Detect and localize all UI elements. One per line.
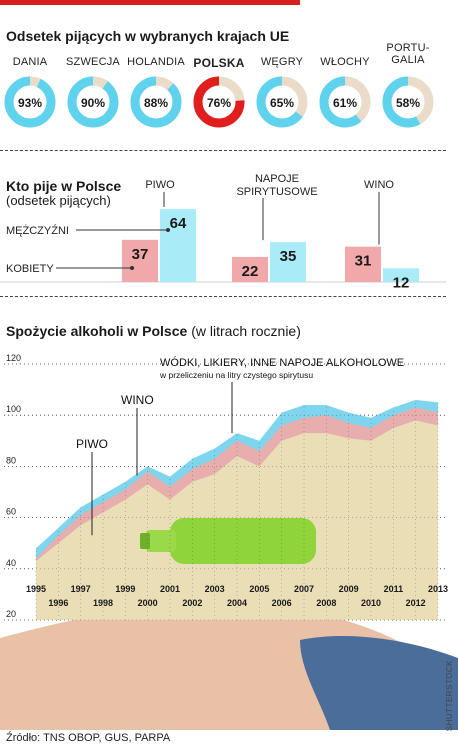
bar-value-label: 64 (170, 215, 187, 232)
country-label: PORTU- GALIA (386, 42, 430, 66)
x-tick-label: 1997 (71, 584, 91, 594)
bar-value-label: 12 (393, 274, 410, 291)
donut-chart: 61% (319, 76, 371, 128)
donut-slice (193, 76, 245, 128)
men-dot (166, 228, 170, 232)
bottle-neck (146, 530, 176, 552)
bar-women (345, 246, 381, 282)
section2-divider (0, 296, 446, 297)
x-tick-label: 1995 (26, 584, 46, 594)
donut-slice (256, 76, 308, 128)
y-tick-label: 100 (6, 404, 21, 414)
donut-value-label: 93% (18, 96, 42, 110)
section1-divider (0, 150, 446, 151)
bar-men (383, 268, 419, 282)
section2-title: Kto pije w Polsce (6, 178, 122, 194)
y-tick-label: 80 (6, 455, 16, 465)
beer-series-label: PIWO (76, 437, 108, 451)
donut-chart: 58% (382, 76, 434, 128)
section2-subtitle: (odsetek pijących) (6, 193, 111, 208)
x-tick-label: 1999 (115, 584, 135, 594)
donut-value-label: 90% (81, 96, 105, 110)
x-tick-label: 2007 (294, 584, 314, 594)
y-tick-label: 20 (6, 609, 16, 619)
bar-value-label: 37 (132, 246, 149, 263)
donut-chart: 65% (256, 76, 308, 128)
donut-slice (4, 76, 56, 128)
donut-chart: 90% (67, 76, 119, 128)
group-label: SPIRYTUSOWE (236, 186, 317, 198)
x-tick-label: 2013 (428, 584, 448, 594)
y-tick-label: 40 (6, 558, 16, 568)
donut-value-label: 58% (396, 96, 420, 110)
country-label: HOLANDIA (127, 56, 185, 68)
section3-title-light: (w litrach rocznie) (191, 323, 301, 339)
donut-slice (130, 76, 182, 128)
country-label: SZWECJA (66, 56, 120, 68)
top-accent-bar (0, 0, 300, 5)
women-dot (130, 266, 134, 270)
donut-chart: 93% (4, 76, 56, 128)
donut-row: DANIA 93% SZWECJA 90% HOLANDIA 88% POLSKA 76% WĘ… (0, 42, 458, 144)
y-tick-label: 60 (6, 507, 16, 517)
country-label: DANIA (12, 56, 48, 68)
vodka-series-sublabel: w przeliczeniu na litry czystego spirytu… (159, 370, 313, 380)
donut-chart: 88% (130, 76, 182, 128)
x-tick-label: 2003 (205, 584, 225, 594)
country-label: WĘGRY (260, 56, 304, 68)
men-label: MĘŻCZYŹNI (6, 224, 69, 237)
bar-women (232, 256, 268, 282)
jeans-illustration (300, 636, 458, 730)
women-label: KOBIETY (6, 263, 54, 275)
bar-men (270, 242, 306, 282)
bottle-cap (140, 533, 150, 549)
bar-women (122, 239, 158, 282)
section1-title: Odsetek pijących w wybranych krajach UE (6, 28, 290, 44)
group-label: WINO (364, 179, 394, 191)
y-tick-label: 120 (6, 353, 21, 363)
x-tick-label: 2009 (339, 584, 359, 594)
vodka-series-label: WÓDKI, LIKIERY, INNE NAPOJE ALKOHOLOWE (160, 356, 404, 369)
group-label: NAPOJE (255, 173, 299, 185)
donut-slice (382, 76, 434, 128)
wine-series-label: WINO (121, 393, 154, 407)
consumption-chart: 2040608010012019951996199719981999200020… (0, 353, 458, 730)
section3-title-bold: Spożycie alkoholi w Polsce (6, 323, 188, 339)
source-note: Źródło: TNS OBOP, GUS, PARPA (6, 732, 171, 744)
donut-value-label: 88% (144, 96, 168, 110)
bar-men (160, 209, 196, 282)
donut-value-label: 76% (207, 96, 231, 110)
donut-value-label: 61% (333, 96, 357, 110)
donut-value-label: 65% (270, 96, 294, 110)
country-label: POLSKA (193, 56, 245, 70)
donut-slice (319, 76, 371, 128)
bar-value-label: 22 (242, 263, 259, 280)
x-tick-label: 2011 (384, 584, 404, 594)
group-label: PIWO (145, 179, 175, 191)
bar-value-label: 31 (355, 253, 372, 270)
section3-title: Spożycie alkoholi w Polsce (w litrach ro… (6, 323, 301, 339)
bottle-body (170, 518, 316, 564)
donut-slice (67, 76, 119, 128)
x-tick-label: 2005 (249, 584, 269, 594)
donut-chart: 76% (193, 76, 245, 128)
country-label: WŁOCHY (320, 56, 370, 68)
photo-credit: SHUTTERSTOCK (445, 660, 454, 732)
bar-value-label: 35 (280, 248, 297, 265)
x-tick-label: 2001 (160, 584, 180, 594)
